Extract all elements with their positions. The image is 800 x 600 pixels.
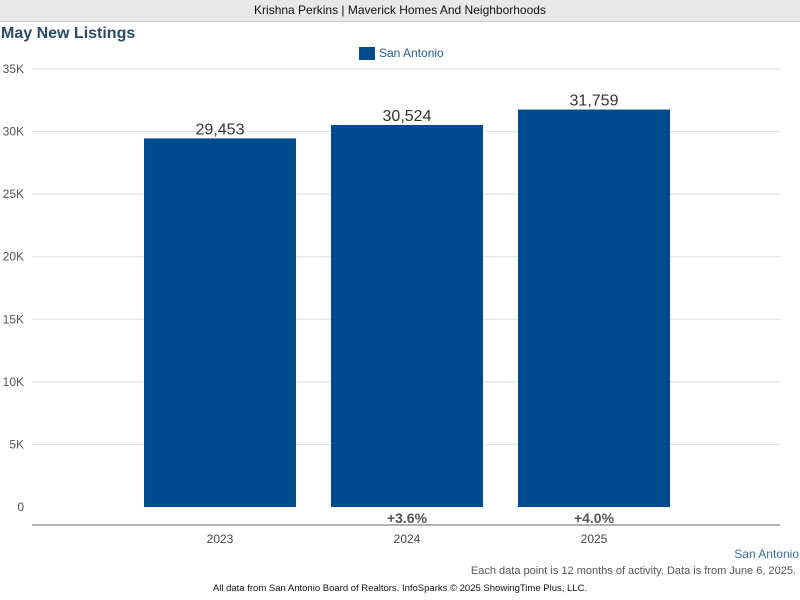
legend-swatch (359, 46, 375, 60)
x-tick-label: 2025 (581, 532, 608, 546)
y-tick-label: 30K (3, 125, 24, 139)
bar-value-label: 31,759 (570, 93, 619, 110)
y-tick-label: 15K (3, 312, 24, 326)
legend[interactable]: San Antonio (359, 45, 444, 61)
y-tick-label: 0 (17, 500, 24, 514)
bar-value-label: 29,453 (196, 121, 245, 138)
legend-label: San Antonio (379, 46, 444, 60)
y-tick-label: 5K (9, 437, 24, 451)
chart-title: May New Listings (1, 25, 136, 42)
data-note: Each data point is 12 months of activity… (470, 565, 796, 577)
y-tick-label: 20K (3, 250, 24, 264)
region-label[interactable]: San Antonio (734, 547, 799, 561)
y-tick-label: 10K (3, 375, 24, 389)
footer-credit: All data from San Antonio Board of Realt… (212, 583, 588, 594)
bar (331, 125, 483, 507)
bar-value-label: 30,524 (383, 108, 432, 125)
report-header: Krishna Perkins | Maverick Homes And Nei… (0, 0, 800, 22)
y-tick-label: 25K (3, 187, 24, 201)
bar (144, 138, 296, 507)
change-label: +4.0% (574, 510, 615, 526)
bar (518, 109, 670, 507)
y-tick-label: 35K (3, 62, 24, 76)
x-tick-label: 2023 (207, 532, 234, 546)
x-tick-label: 2024 (394, 532, 421, 546)
change-label: +3.6% (387, 510, 428, 526)
